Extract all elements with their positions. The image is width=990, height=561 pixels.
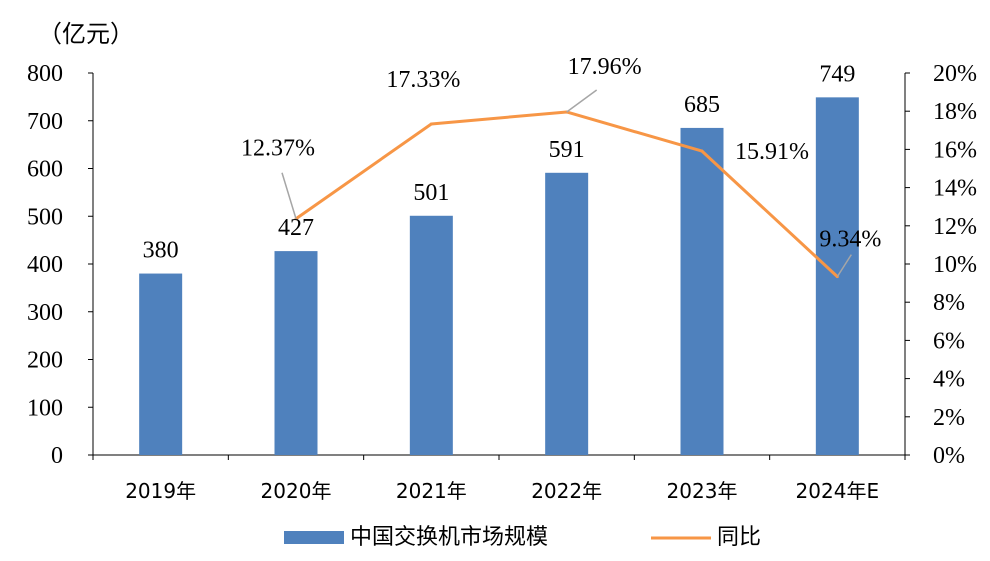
y-right-tick-label: 16% [933, 137, 977, 163]
y-left-unit-label: （亿元） [38, 20, 134, 48]
axes-layer: （亿元） 0 100 200 300 400 500 600 700 800 0% 2% 4% 6% 8% 1… [27, 20, 977, 503]
y-left-tick-label: 800 [27, 61, 63, 87]
x-tick-label: 2021年 [396, 479, 467, 503]
y-right-tick-label: 4% [933, 367, 965, 393]
x-tick-label: 2023年 [667, 479, 738, 503]
bar [409, 215, 453, 455]
y-left-tick-label: 700 [27, 109, 63, 135]
x-tick-label: 2019年 [125, 479, 196, 503]
y-right-tick-label: 8% [933, 290, 965, 316]
line-point [429, 122, 433, 126]
y-right-tick-label: 2% [933, 405, 965, 431]
leader-line [836, 254, 852, 278]
line-data-label: 17.96% [568, 54, 642, 80]
y-left-tick-label: 500 [27, 204, 63, 230]
y-left-tick-label: 600 [27, 157, 63, 183]
y-right-tick-label: 20% [933, 61, 977, 87]
y-right-tick-label: 0% [933, 443, 965, 469]
line-data-label: 17.33% [386, 67, 460, 93]
bar [680, 127, 724, 455]
bar-data-label: 591 [549, 137, 585, 163]
leader-line [281, 172, 297, 219]
y-left-tick-label: 100 [27, 395, 63, 421]
line-data-label: 9.34% [819, 227, 881, 253]
bar [139, 273, 183, 455]
bar-data-label: 685 [684, 92, 720, 118]
line-point [700, 149, 704, 153]
legend-swatch-bar [284, 531, 344, 544]
bars-layer [139, 97, 859, 456]
y-right-tick-label: 10% [933, 252, 977, 278]
y-left-tick-label: 200 [27, 348, 63, 374]
x-tick-label: 2020年 [261, 479, 332, 503]
y-right-tick-label: 14% [933, 176, 977, 202]
y-right-tick-label: 18% [933, 99, 977, 125]
line-data-label: 15.91% [735, 139, 809, 165]
y-left-tick-label: 400 [27, 252, 63, 278]
bar-data-label: 427 [278, 215, 314, 241]
y-left-tick-label: 300 [27, 300, 63, 326]
line-data-label: 12.37% [241, 136, 315, 162]
x-tick-label: 2024年E [796, 479, 880, 503]
bar-data-label: 749 [819, 61, 855, 87]
y-right-tick-label: 6% [933, 328, 965, 354]
y-right-tick-label: 12% [933, 214, 977, 240]
bar [545, 172, 589, 456]
legend: 中国交换机市场规模 同比 [284, 525, 761, 550]
y-left-tick-label: 0 [51, 443, 63, 469]
leader-line [566, 89, 598, 113]
bar [274, 251, 318, 455]
bar-data-label: 501 [413, 180, 449, 206]
legend-label-bar: 中国交换机市场规模 [350, 525, 548, 550]
x-tick-label: 2022年 [531, 479, 602, 503]
bar-data-label: 380 [143, 238, 179, 264]
labels-layer: 380 427 501 591 685 749 12.37% 17.33% 17.96% 15.9… [143, 54, 881, 278]
legend-label-line: 同比 [717, 525, 761, 550]
